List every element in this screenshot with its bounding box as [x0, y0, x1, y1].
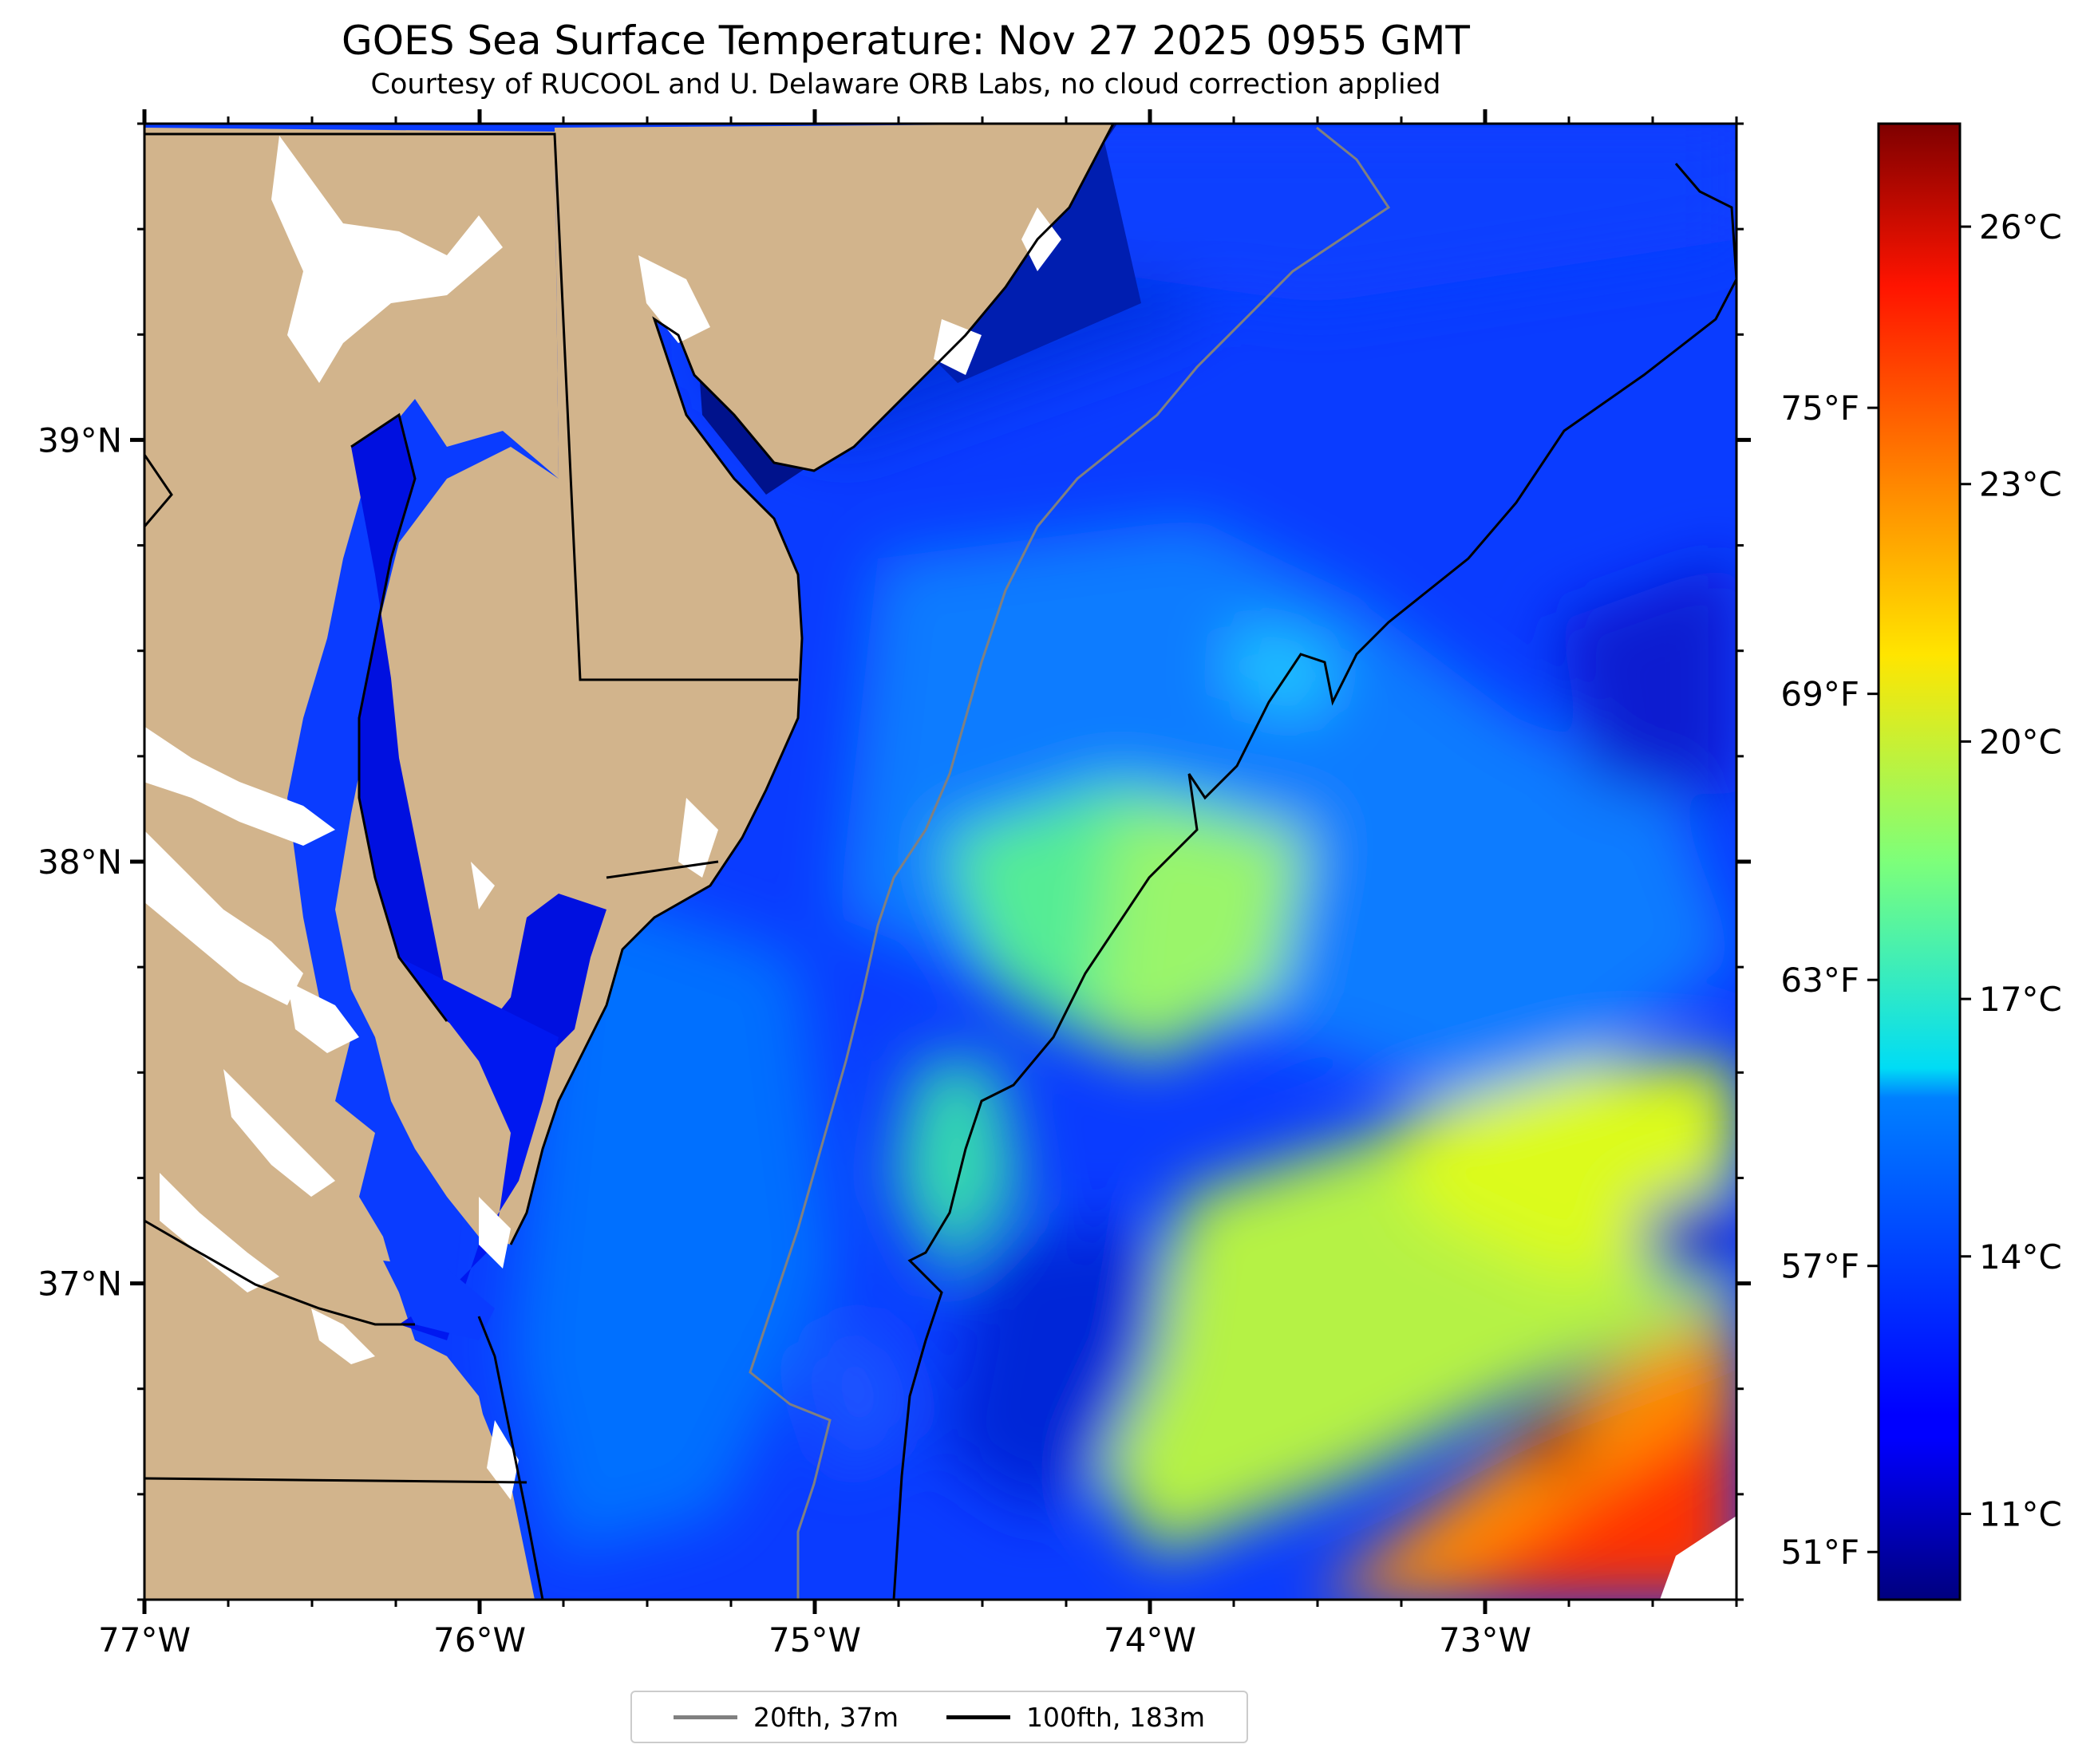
map-title: GOES Sea Surface Temperature: Nov 27 202… — [342, 18, 1470, 64]
longitude-label: 76°W — [433, 1620, 526, 1659]
state-borders — [144, 132, 798, 1484]
chesapeake-bay — [351, 415, 606, 1340]
isobath-100fth — [892, 163, 1736, 1600]
coastline — [144, 124, 1115, 1600]
legend-item-100fth: 100fth, 183m — [946, 1702, 1205, 1733]
celsius-label: 14°C — [1979, 1237, 2062, 1277]
fahrenheit-label: 75°F — [1780, 389, 1859, 428]
no-data-areas — [144, 136, 1736, 1600]
fahrenheit-label: 69°F — [1780, 675, 1859, 714]
celsius-label: 20°C — [1979, 722, 2062, 761]
isobath-legend: 20fth, 37m 100fth, 183m — [630, 1691, 1248, 1743]
longitude-label: 77°W — [98, 1620, 191, 1659]
sst-map — [144, 124, 1736, 1600]
celsius-label: 26°C — [1979, 207, 2062, 247]
map-axes: 77°W 76°W 75°W 74°W 73°W 39°N 38°N 37°N — [38, 109, 1751, 1659]
latitude-label: 39°N — [38, 420, 122, 460]
celsius-label: 11°C — [1979, 1494, 2062, 1533]
legend-label-20fth: 20fth, 37m — [753, 1701, 899, 1733]
fahrenheit-label: 63°F — [1780, 961, 1859, 1000]
colorbar-ticks: 11°C 14°C 17°C 20°C 23°C 26°C 51°F 57°F 63°F 69°F… — [1780, 207, 2061, 1572]
colorbar-frame — [1877, 122, 1962, 1601]
longitude-label: 73°W — [1439, 1620, 1531, 1659]
legend-item-20fth: 20fth, 37m — [674, 1702, 899, 1733]
colorbar-gradient — [1879, 124, 1960, 1600]
latitude-label: 37°N — [38, 1265, 122, 1304]
longitude-label: 75°W — [768, 1620, 861, 1659]
legend-swatch-20fth — [674, 1715, 737, 1719]
celsius-label: 17°C — [1979, 980, 2062, 1019]
celsius-label: 23°C — [1979, 465, 2062, 504]
fahrenheit-label: 57°F — [1780, 1247, 1859, 1286]
map-subtitle: Courtesy of RUCOOL and U. Delaware ORB L… — [370, 69, 1441, 101]
fahrenheit-label: 51°F — [1780, 1533, 1859, 1572]
isobath-20fth — [749, 126, 1391, 1600]
colorbar: 11°C 14°C 17°C 20°C 23°C 26°C 51°F 57°F 63°F 69°F… — [1780, 122, 2062, 1601]
legend-label-100fth: 100fth, 183m — [1026, 1701, 1205, 1733]
longitude-label: 74°W — [1104, 1620, 1196, 1659]
legend-swatch-100fth — [946, 1715, 1010, 1719]
latitude-label: 38°N — [38, 843, 122, 882]
